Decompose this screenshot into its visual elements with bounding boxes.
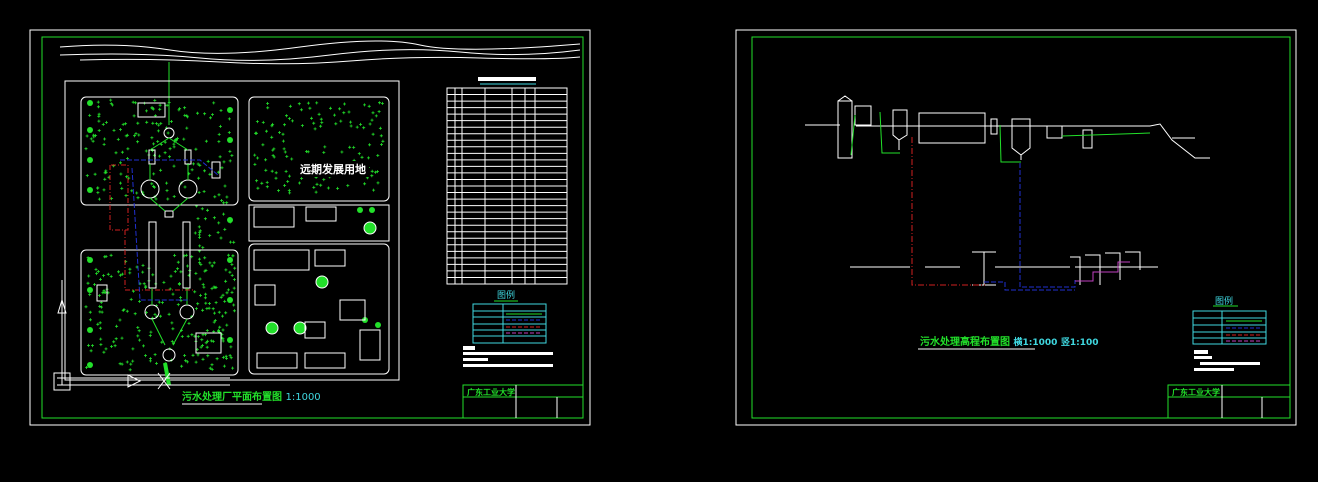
large-tree-icon <box>265 321 279 335</box>
tree-icon <box>87 100 93 106</box>
sheet1-outer-border <box>29 29 591 426</box>
tree-icon <box>87 287 93 293</box>
site-blocks <box>80 96 390 376</box>
process-units <box>96 102 222 386</box>
tree-icon <box>87 362 93 368</box>
grass-symbols <box>84 98 385 372</box>
tree-icon <box>357 207 363 213</box>
legend: 图例 <box>1192 295 1267 371</box>
large-tree-icon <box>293 321 307 335</box>
sheet2-outer-border <box>735 29 1297 426</box>
legend-title: 图例 <box>1215 295 1233 307</box>
tree-icon <box>87 187 93 193</box>
tree-icon <box>227 297 233 303</box>
tree-icon <box>87 127 93 133</box>
tree-icon <box>87 327 93 333</box>
tree-icon <box>227 337 233 343</box>
sheet2-inner-frame <box>751 36 1291 419</box>
process-profile <box>805 95 1210 291</box>
sheet-elevation-profile: 污水处理高程布置图 横1:1000 竖1:100 图例 广东工业大学 <box>735 29 1297 426</box>
legend: 图例 <box>463 289 553 367</box>
equipment-table <box>446 77 568 285</box>
drawing-title: 污水处理厂平面布置图 1:1000 <box>182 390 321 403</box>
large-tree-icon <box>363 221 377 235</box>
legend-title: 图例 <box>497 289 515 301</box>
site-boundary <box>64 80 400 381</box>
access-road <box>53 280 230 391</box>
tree-symbols <box>84 98 385 372</box>
tree-icon <box>227 137 233 143</box>
title-block: 广东工业大学 <box>1167 384 1291 419</box>
tree-icon <box>227 107 233 113</box>
school-name: 广东工业大学 <box>1172 387 1220 397</box>
school-name: 广东工业大学 <box>467 387 515 397</box>
reserved-area-label: 远期发展用地 <box>300 162 366 176</box>
river <box>59 40 581 65</box>
sheet1-inner-frame <box>41 36 584 419</box>
tree-icon <box>369 207 375 213</box>
tree-icon <box>87 157 93 163</box>
tree-icon <box>375 322 381 328</box>
drawing-title: 污水处理高程布置图 横1:1000 竖1:100 <box>920 335 1099 348</box>
tree-icon <box>227 257 233 263</box>
title-block: 广东工业大学 <box>462 384 584 419</box>
large-tree-icon <box>315 275 329 289</box>
sheet-plan-layout: 远期发展用地 图例 污水处理厂平面布置图 1:1000 <box>29 29 591 426</box>
tree-icon <box>227 217 233 223</box>
tree-icon <box>87 257 93 263</box>
